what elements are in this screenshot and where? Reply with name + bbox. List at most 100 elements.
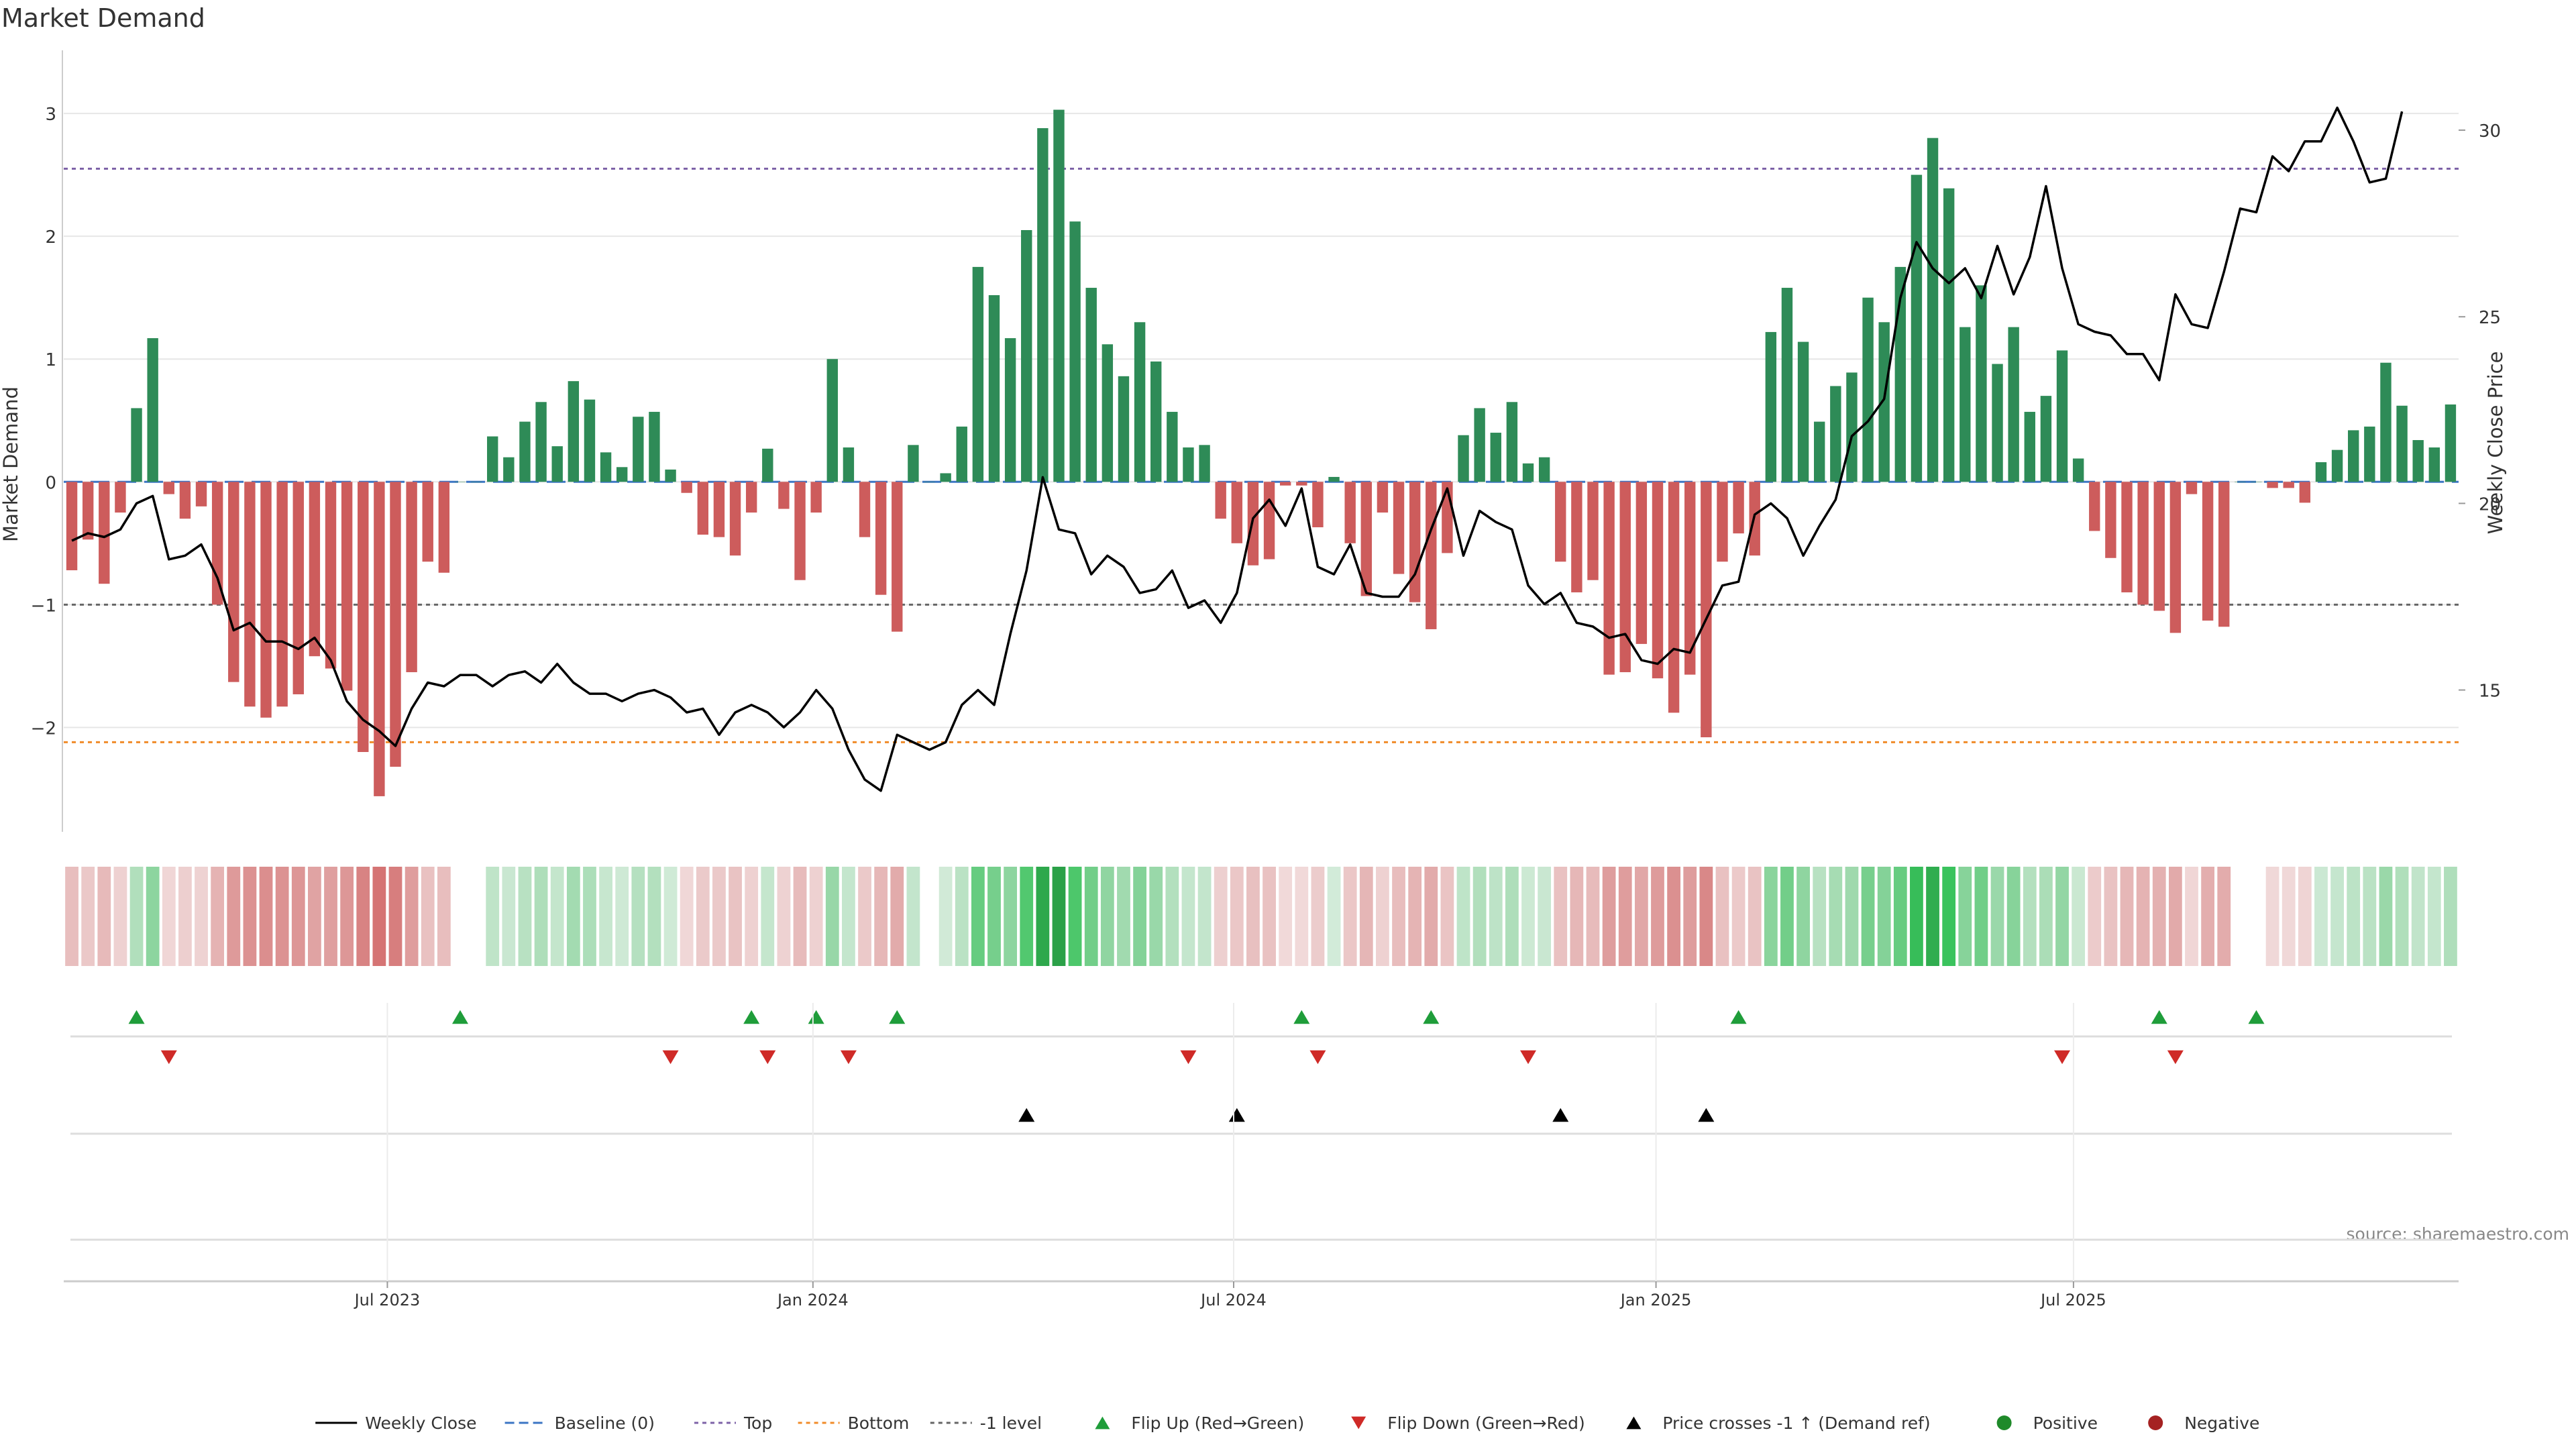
demand-bar: [649, 411, 660, 482]
demand-strip-cell: [2282, 867, 2296, 966]
demand-strip-cell: [162, 867, 176, 966]
demand-strip-cell: [2168, 867, 2182, 966]
demand-bar: [2428, 447, 2440, 482]
legend-label: Negative: [2184, 1413, 2259, 1433]
demand-strip-cell: [2055, 867, 2069, 966]
demand-strip-cell: [2314, 867, 2328, 966]
y-tick-label: −2: [31, 718, 56, 739]
demand-strip-cell: [388, 867, 402, 966]
flip-down-marker: [1309, 1050, 1326, 1065]
flip-up-marker: [889, 1010, 906, 1024]
demand-bar: [1506, 402, 1518, 482]
demand-strip-cell: [259, 867, 273, 966]
demand-strip-cell: [712, 867, 726, 966]
demand-strip-cell: [1197, 867, 1212, 966]
demand-strip-cell: [1424, 867, 1438, 966]
demand-strip-cell: [793, 867, 807, 966]
demand-bar: [1037, 128, 1049, 482]
legend-triangle-down-swatch: [1351, 1416, 1366, 1430]
demand-strip-cell: [1149, 867, 1163, 966]
demand-bar: [1458, 435, 1469, 482]
legend-triangle-up-swatch: [1095, 1416, 1110, 1430]
demand-bar: [1960, 327, 1971, 482]
demand-bar: [988, 295, 1000, 482]
demand-bar: [1312, 482, 1324, 527]
demand-strip-cell: [324, 867, 337, 966]
demand-strip-cell: [2201, 867, 2215, 966]
demand-strip-cell: [680, 867, 694, 966]
legend-dot-swatch: [2148, 1415, 2163, 1430]
demand-strip-cell: [874, 867, 888, 966]
demand-bar: [1830, 386, 1841, 482]
demand-bar: [1328, 476, 1340, 482]
demand-bar: [2105, 482, 2116, 558]
legend-label: Positive: [2033, 1413, 2098, 1433]
demand-strip-cell: [1327, 867, 1341, 966]
demand-bar: [2299, 482, 2311, 503]
flip-down-marker: [840, 1050, 857, 1065]
demand-bar: [358, 482, 369, 753]
demand-bar: [762, 448, 773, 482]
demand-strip-cell: [211, 867, 225, 966]
demand-strip-cell: [1667, 867, 1680, 966]
y-tick-label: −1: [31, 596, 56, 616]
demand-bar: [325, 482, 337, 669]
y-tick-label: 3: [45, 105, 56, 125]
demand-strip-cell: [729, 867, 742, 966]
demand-bar: [1555, 482, 1566, 562]
demand-strip-cell: [777, 867, 791, 966]
demand-bar: [1279, 482, 1291, 486]
legend-label: Baseline (0): [555, 1413, 655, 1433]
demand-bar: [2202, 482, 2214, 621]
demand-strip-cell: [1359, 867, 1373, 966]
demand-bar: [1992, 364, 2003, 482]
demand-bar: [1360, 482, 1372, 596]
demand-strip-cell: [615, 867, 629, 966]
demand-bar: [1426, 482, 1437, 629]
demand-bar: [260, 482, 272, 718]
demand-bar: [1215, 482, 1226, 519]
demand-strip-cell: [1408, 867, 1422, 966]
x-tick-label: Jul 2024: [1199, 1291, 1267, 1309]
demand-strip-cell: [1181, 867, 1195, 966]
demand-strip-cell: [372, 867, 386, 966]
demand-bar: [2315, 462, 2327, 482]
flip-down-marker: [2167, 1050, 2184, 1065]
demand-bar: [179, 482, 191, 519]
demand-bar: [1668, 482, 1680, 713]
demand-bar: [2040, 396, 2052, 482]
source-note: source: sharemaestro.com: [2347, 1224, 2570, 1244]
demand-strip-cell: [647, 867, 661, 966]
demand-bar: [778, 482, 790, 509]
demand-strip-cell: [534, 867, 548, 966]
demand-strip-cell: [1376, 867, 1389, 966]
demand-strip-cell: [1165, 867, 1179, 966]
flip-up-marker: [808, 1010, 824, 1024]
demand-strip-cell: [842, 867, 855, 966]
demand-strip-cell: [599, 867, 612, 966]
demand-strip-cell: [890, 867, 904, 966]
demand-bar: [2412, 440, 2424, 482]
demand-bar: [341, 482, 353, 691]
demand-strip-cell: [146, 867, 160, 966]
demand-strip-cell: [65, 867, 78, 966]
demand-bar: [1344, 482, 1356, 543]
demand-bar: [826, 359, 838, 482]
flip-up-marker: [451, 1010, 468, 1024]
demand-bar: [487, 436, 498, 482]
demand-bar: [2056, 350, 2068, 482]
demand-bar: [2169, 482, 2182, 633]
demand-strip-cell: [1715, 867, 1729, 966]
y2-tick-label: 20: [2479, 494, 2501, 515]
demand-strip-cell: [2298, 867, 2312, 966]
demand-strip-cell: [1263, 867, 1276, 966]
demand-bar: [1296, 482, 1307, 486]
demand-bar: [745, 482, 757, 513]
y2-axis-label: Weekly Close Price: [2484, 352, 2507, 535]
demand-bar: [551, 446, 563, 482]
legend-label: Weekly Close: [365, 1413, 476, 1433]
demand-bar: [729, 482, 741, 556]
demand-strip-cell: [1748, 867, 1762, 966]
demand-strip-cell: [1392, 867, 1405, 966]
demand-bar: [1263, 482, 1275, 559]
